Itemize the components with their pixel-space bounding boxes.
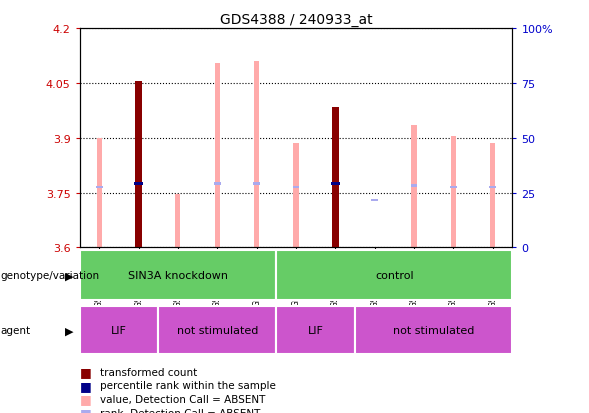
Bar (293, 144, 299, 248)
Bar (489, 186, 496, 189)
Text: genotype/variation: genotype/variation (0, 271, 99, 281)
Bar (451, 137, 456, 248)
Text: transformed count: transformed count (100, 367, 197, 377)
Bar (96, 186, 102, 189)
Bar (136, 82, 141, 248)
Bar (158, 306, 276, 354)
Bar (372, 247, 377, 248)
Text: agent: agent (0, 325, 30, 335)
Text: not stimulated: not stimulated (177, 325, 258, 335)
Text: ▶: ▶ (65, 271, 74, 281)
Bar (135, 181, 142, 183)
Text: ■: ■ (80, 365, 91, 378)
Text: LIF: LIF (307, 325, 323, 335)
Bar (411, 185, 418, 187)
Bar (176, 195, 180, 248)
Bar (253, 183, 260, 185)
Bar (215, 64, 220, 248)
Text: ■: ■ (80, 406, 91, 413)
Bar (490, 144, 495, 248)
Bar (97, 138, 102, 248)
Text: ■: ■ (80, 392, 91, 406)
Text: percentile rank within the sample: percentile rank within the sample (100, 380, 276, 390)
Text: SIN3A knockdown: SIN3A knockdown (128, 271, 228, 281)
Bar (276, 306, 355, 354)
Bar (371, 199, 378, 202)
Bar (332, 107, 339, 248)
Bar (276, 251, 512, 301)
Text: not stimulated: not stimulated (393, 325, 474, 335)
Bar (355, 306, 512, 354)
Text: ▶: ▶ (65, 325, 74, 335)
Bar (80, 306, 158, 354)
Bar (135, 82, 142, 248)
Bar (333, 107, 338, 248)
Text: value, Detection Call = ABSENT: value, Detection Call = ABSENT (100, 394, 266, 404)
Text: rank, Detection Call = ABSENT: rank, Detection Call = ABSENT (100, 408, 260, 413)
Text: ■: ■ (80, 379, 91, 392)
Text: LIF: LIF (111, 325, 127, 335)
Bar (254, 62, 259, 248)
Title: GDS4388 / 240933_at: GDS4388 / 240933_at (220, 12, 372, 26)
Bar (214, 183, 221, 185)
Bar (450, 186, 456, 189)
Bar (80, 251, 276, 301)
Bar (412, 126, 416, 248)
Bar (293, 186, 299, 189)
Bar (134, 183, 143, 185)
Bar (331, 183, 340, 185)
Text: control: control (375, 271, 413, 281)
